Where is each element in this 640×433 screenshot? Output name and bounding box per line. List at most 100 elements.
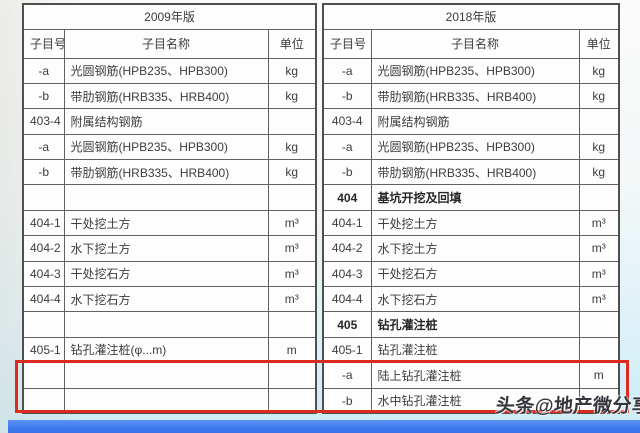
table-row: -a 陆上钻孔灌注桩 m	[322, 362, 620, 389]
cell-name	[63, 184, 269, 211]
cell-no: 404-3	[22, 260, 65, 288]
cell-no: -a	[22, 133, 65, 161]
table-row: 405 钻孔灌注桩	[322, 311, 620, 338]
cell-no	[22, 362, 65, 389]
cell-name	[63, 311, 269, 338]
table-title-2018: 2018年版	[322, 3, 620, 30]
cell-unit: m³	[578, 235, 620, 262]
table-row: 404-1 干处挖土方 m³	[322, 209, 620, 237]
cell-name: 带肋钢筋(HRB335、HRB400)	[370, 82, 580, 110]
table-row: 404-4 水下挖石方 m³	[22, 286, 317, 313]
cell-unit	[267, 362, 317, 389]
table-row: 404-3 干处挖石方 m³	[22, 260, 317, 288]
cell-no: -b	[322, 159, 372, 186]
cell-name: 水下挖石方	[63, 286, 269, 313]
cell-unit: kg	[578, 159, 620, 186]
table-row	[22, 387, 317, 414]
column-header-row: 子目号 子目名称 单位	[22, 28, 317, 59]
cell-no: 403-4	[322, 108, 372, 135]
cell-no: 404-3	[322, 260, 372, 288]
table-row: 404-2 水下挖土方 m³	[22, 235, 317, 262]
cell-unit: kg	[267, 82, 317, 110]
col-header-unit: 单位	[578, 28, 620, 59]
cell-name: 干处挖土方	[63, 209, 269, 237]
cell-no: -b	[322, 387, 372, 414]
cell-name: 干处挖土方	[370, 209, 580, 237]
table-row: 403-4 附属结构钢筋	[22, 108, 317, 135]
cell-name: 光圆钢筋(HPB235、HPB300)	[63, 133, 269, 161]
cell-no	[22, 387, 65, 414]
cell-unit: kg	[578, 82, 620, 110]
cell-unit	[578, 108, 620, 135]
table-row	[22, 184, 317, 211]
cell-name: 水下挖土方	[370, 235, 580, 262]
cell-no: 404-4	[22, 286, 65, 313]
table-row: 404 基坑开挖及回填	[322, 184, 620, 211]
cell-no: -a	[322, 133, 372, 161]
cell-no: -b	[322, 82, 372, 110]
cell-no: -b	[22, 82, 65, 110]
table-row	[22, 311, 317, 338]
table-row: -a 光圆钢筋(HPB235、HPB300) kg	[22, 133, 317, 161]
table-row: -b 带肋钢筋(HRB335、HRB400) kg	[22, 159, 317, 186]
cell-unit: kg	[578, 133, 620, 161]
table-row: 404-4 水下挖石方 m³	[322, 286, 620, 313]
cell-name: 带肋钢筋(HRB335、HRB400)	[63, 82, 269, 110]
cell-name: 水下挖石方	[370, 286, 580, 313]
table-row: -b 带肋钢筋(HRB335、HRB400) kg	[322, 159, 620, 186]
cell-name: 带肋钢筋(HRB335、HRB400)	[63, 159, 269, 186]
cell-name: 基坑开挖及回填	[370, 184, 580, 211]
cell-name: 光圆钢筋(HPB235、HPB300)	[63, 57, 269, 84]
cell-unit: m	[578, 362, 620, 389]
table-row: 405-1 钻孔灌注桩(φ...m) m	[22, 336, 317, 364]
table-2009-edition: 2009年版 子目号 子目名称 单位 -a 光圆钢筋(HPB235、HPB300)…	[22, 3, 318, 415]
watermark: 头条@地产微分享	[495, 396, 640, 417]
cell-name: 干处挖石方	[63, 260, 269, 288]
table-row: -a 光圆钢筋(HPB235、HPB300) kg	[322, 57, 620, 84]
cell-name: 干处挖石方	[370, 260, 580, 288]
cell-name: 水中钻孔灌注桩	[370, 387, 580, 414]
cell-unit	[578, 311, 620, 338]
cell-name: 附属结构钢筋	[370, 108, 580, 135]
cell-no: 404	[322, 184, 372, 211]
footer-bar	[8, 420, 640, 433]
cell-unit: kg	[267, 133, 317, 161]
cell-name: 光圆钢筋(HPB235、HPB300)	[370, 133, 580, 161]
table-2018-edition: 2018年版 子目号 子目名称 单位 -a 光圆钢筋(HPB235、HPB300)…	[322, 3, 621, 415]
cell-name	[63, 387, 269, 414]
table-row: 404-1 干处挖土方 m³	[22, 209, 317, 237]
cell-name: 光圆钢筋(HPB235、HPB300)	[370, 57, 580, 84]
cell-unit: m³	[267, 209, 317, 237]
table-row: 403-4 附属结构钢筋	[322, 108, 620, 135]
table-row: 405-1 钻孔灌注桩	[322, 336, 620, 364]
cell-unit: kg	[267, 57, 317, 84]
table-title-row: 2018年版	[322, 3, 620, 30]
cell-no: 404-1	[322, 209, 372, 237]
cell-no: 404-4	[322, 286, 372, 313]
cell-unit: kg	[578, 57, 620, 84]
cell-unit	[267, 108, 317, 135]
table-title-row: 2009年版	[22, 3, 317, 30]
table-row	[22, 362, 317, 389]
cell-unit: m³	[267, 260, 317, 288]
cell-unit: kg	[267, 159, 317, 186]
cell-unit	[267, 387, 317, 414]
col-header-item-name: 子目名称	[63, 28, 269, 59]
cell-name: 钻孔灌注桩	[370, 311, 580, 338]
cell-unit: m	[578, 387, 620, 414]
cell-name: 陆上钻孔灌注桩	[370, 362, 580, 389]
table-row: 404-3 干处挖石方 m³	[322, 260, 620, 288]
column-header-row: 子目号 子目名称 单位	[322, 28, 620, 59]
cell-unit: m	[267, 336, 317, 364]
table-row: -b 带肋钢筋(HRB335、HRB400) kg	[22, 82, 317, 110]
cell-name: 水下挖土方	[63, 235, 269, 262]
cell-unit	[578, 184, 620, 211]
cell-no	[22, 184, 65, 211]
col-header-unit: 单位	[267, 28, 317, 59]
cell-no: 404-1	[22, 209, 65, 237]
table-row: -a 光圆钢筋(HPB235、HPB300) kg	[322, 133, 620, 161]
cell-no: -b	[22, 159, 65, 186]
col-header-item-name: 子目名称	[370, 28, 580, 59]
cell-no: 405	[322, 311, 372, 338]
